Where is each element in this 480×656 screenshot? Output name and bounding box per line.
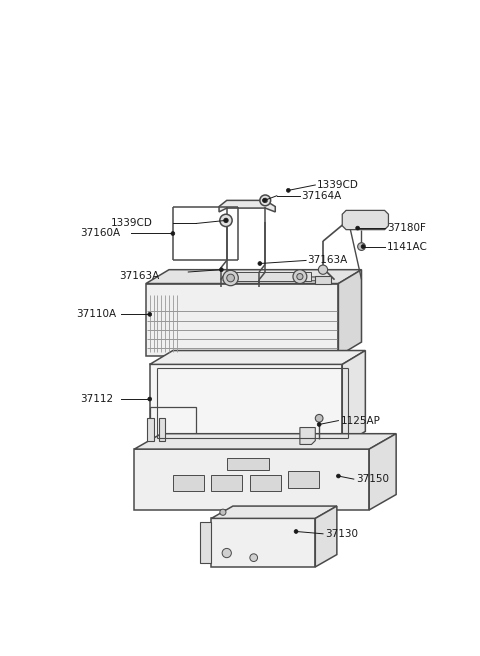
Polygon shape	[315, 506, 337, 567]
Polygon shape	[342, 211, 388, 230]
Circle shape	[294, 529, 298, 533]
Polygon shape	[150, 407, 227, 445]
Circle shape	[287, 188, 290, 192]
Circle shape	[171, 232, 175, 236]
Polygon shape	[342, 350, 365, 445]
Text: 1141AC: 1141AC	[387, 241, 428, 252]
Text: 37110A: 37110A	[77, 310, 117, 319]
Polygon shape	[250, 474, 281, 491]
Circle shape	[224, 218, 228, 222]
Circle shape	[223, 270, 238, 286]
Polygon shape	[369, 434, 396, 510]
Polygon shape	[173, 474, 204, 491]
Circle shape	[361, 245, 365, 249]
Circle shape	[336, 474, 340, 478]
Circle shape	[318, 265, 328, 274]
Circle shape	[250, 554, 258, 562]
Text: 37150: 37150	[356, 474, 389, 484]
Circle shape	[220, 215, 232, 226]
Polygon shape	[211, 474, 242, 491]
Polygon shape	[219, 200, 275, 212]
Text: 37130: 37130	[325, 529, 358, 539]
Text: 37163A: 37163A	[119, 271, 159, 281]
Polygon shape	[150, 364, 342, 445]
Text: 37160A: 37160A	[81, 228, 120, 239]
Circle shape	[220, 509, 226, 516]
Circle shape	[263, 198, 267, 203]
Circle shape	[148, 397, 152, 401]
Polygon shape	[134, 449, 369, 510]
Circle shape	[263, 199, 266, 202]
Polygon shape	[227, 272, 312, 281]
Polygon shape	[146, 283, 338, 356]
Circle shape	[260, 195, 271, 206]
Text: 37112: 37112	[81, 394, 114, 404]
Text: 1339CD: 1339CD	[317, 180, 359, 190]
Circle shape	[258, 262, 262, 266]
Polygon shape	[227, 459, 269, 470]
Circle shape	[358, 243, 365, 251]
Text: 37164A: 37164A	[301, 191, 342, 201]
Polygon shape	[150, 350, 365, 364]
Polygon shape	[288, 470, 319, 487]
Circle shape	[222, 548, 231, 558]
Polygon shape	[134, 434, 396, 449]
Text: 1339CD: 1339CD	[111, 218, 153, 228]
Text: 1125AP: 1125AP	[341, 416, 381, 426]
Circle shape	[315, 415, 323, 422]
Circle shape	[224, 218, 228, 222]
Polygon shape	[338, 270, 361, 356]
Circle shape	[219, 268, 223, 272]
Text: 37180F: 37180F	[387, 223, 426, 233]
Circle shape	[227, 274, 234, 282]
Polygon shape	[223, 277, 319, 281]
Polygon shape	[300, 428, 315, 445]
Polygon shape	[315, 276, 331, 283]
Circle shape	[293, 270, 307, 283]
Circle shape	[356, 226, 360, 230]
Text: 37163A: 37163A	[308, 255, 348, 266]
Polygon shape	[211, 506, 337, 518]
Circle shape	[317, 422, 321, 426]
Polygon shape	[146, 270, 361, 283]
Circle shape	[297, 274, 303, 279]
Circle shape	[148, 312, 152, 316]
Polygon shape	[159, 419, 165, 441]
Polygon shape	[200, 522, 211, 563]
Polygon shape	[211, 518, 315, 567]
Polygon shape	[147, 419, 154, 441]
